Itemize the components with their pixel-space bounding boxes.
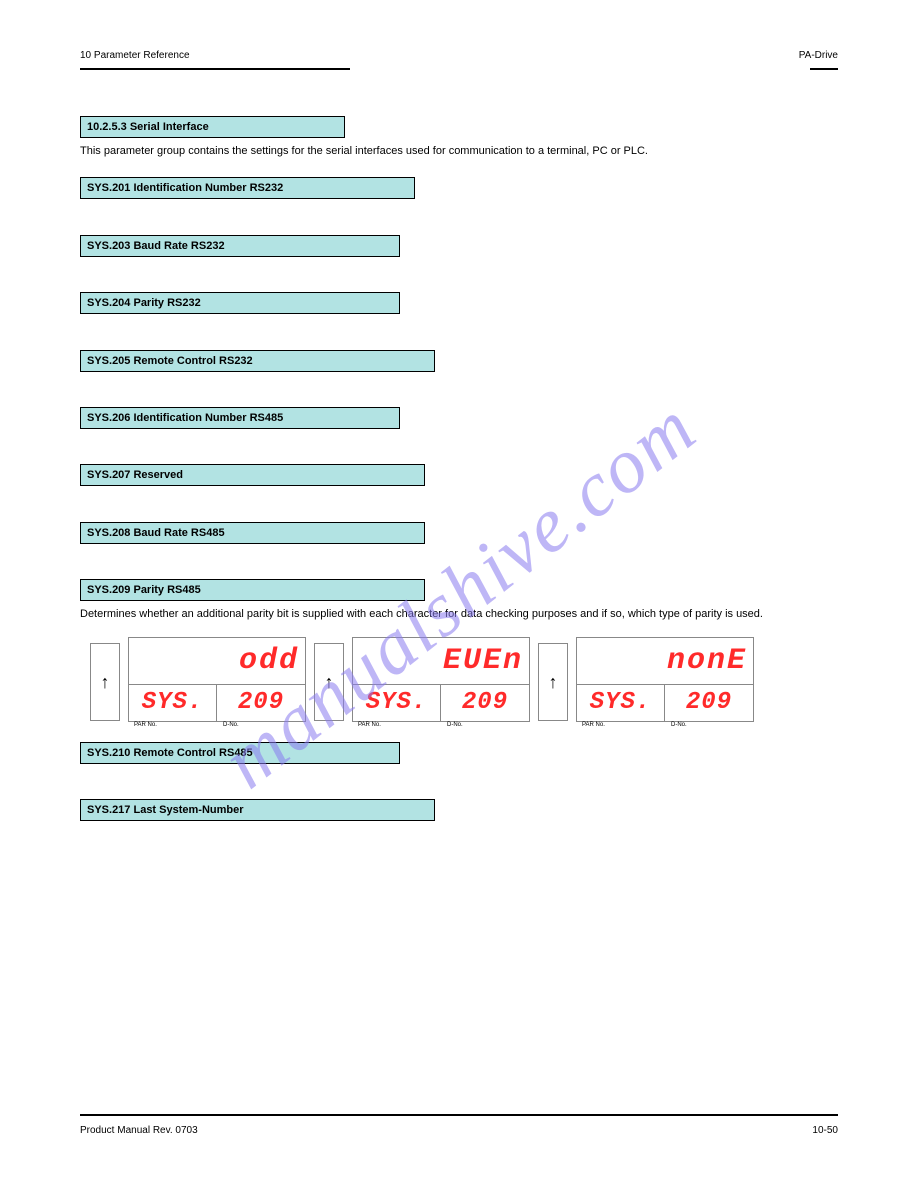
section-1: SYS.201 Identification Number RS232 (80, 177, 838, 220)
page: 10 Parameter Reference PA-Drive manualsh… (0, 0, 918, 1188)
heading-6: SYS.207 Reserved (80, 464, 425, 486)
heading-7: SYS.208 Baud Rate RS485 (80, 522, 425, 544)
display-2-top: nonE (667, 644, 747, 678)
section-7: SYS.208 Baud Rate RS485 (80, 522, 838, 565)
display-0-right: 209 (238, 689, 284, 716)
section-0: 10.2.5.3 Serial Interface This parameter… (80, 116, 838, 159)
up-arrow-1: ↑ (314, 643, 344, 721)
heading-10: SYS.210 Remote Control RS485 (80, 742, 400, 764)
heading-0: 10.2.5.3 Serial Interface (80, 116, 345, 138)
display-1-right: 209 (462, 689, 508, 716)
heading-3: SYS.204 Parity RS232 (80, 292, 400, 314)
content: 10.2.5.3 Serial Interface This parameter… (80, 116, 838, 821)
section-3: SYS.204 Parity RS232 (80, 292, 838, 335)
heading-11: SYS.217 Last System-Number (80, 799, 435, 821)
heading-2: SYS.203 Baud Rate RS232 (80, 235, 400, 257)
top-divider-left (80, 68, 350, 70)
display-0: odd SYS. 209 PAR No. D-No. (128, 637, 306, 728)
display-1-left: SYS. (366, 689, 428, 716)
section-6: SYS.207 Reserved (80, 464, 838, 507)
display-2-left: SYS. (590, 689, 652, 716)
sublabel-dno-0: D-No. (217, 722, 306, 728)
heading-8: SYS.209 Parity RS485 (80, 579, 425, 601)
display-0-sublabels: PAR No. D-No. (128, 722, 306, 728)
bottom-divider (80, 1114, 838, 1116)
heading-4: SYS.205 Remote Control RS232 (80, 350, 435, 372)
display-1-sublabels: PAR No. D-No. (352, 722, 530, 728)
spacer-5 (80, 435, 838, 450)
top-divider-right (810, 68, 838, 70)
footer-left: Product Manual Rev. 0703 (80, 1125, 198, 1136)
section-11: SYS.217 Last System-Number (80, 799, 838, 821)
spacer-7 (80, 550, 838, 565)
spacer-2 (80, 263, 838, 278)
header-right: PA-Drive (799, 50, 838, 61)
up-arrow-0: ↑ (90, 643, 120, 721)
sublabel-dno-2: D-No. (665, 722, 754, 728)
heading-5: SYS.206 Identification Number RS485 (80, 407, 400, 429)
spacer-3 (80, 320, 838, 335)
display-1: EUEn SYS. 209 PAR No. D-No. (352, 637, 530, 728)
spacer-10 (80, 770, 838, 785)
section-10: SYS.210 Remote Control RS485 (80, 742, 838, 785)
sublabel-parno-1: PAR No. (352, 722, 441, 728)
footer-right: 10-50 (812, 1125, 838, 1136)
section-4: SYS.205 Remote Control RS232 (80, 350, 838, 393)
display-2-right: 209 (686, 689, 732, 716)
sublabel-parno-2: PAR No. (576, 722, 665, 728)
section-5: SYS.206 Identification Number RS485 (80, 407, 838, 450)
desc-8: Determines whether an additional parity … (80, 607, 838, 622)
header-left: 10 Parameter Reference (80, 50, 190, 61)
display-2-sublabels: PAR No. D-No. (576, 722, 754, 728)
spacer-4 (80, 378, 838, 393)
spacer-6 (80, 492, 838, 507)
up-arrow-2: ↑ (538, 643, 568, 721)
desc-0: This parameter group contains the settin… (80, 144, 838, 159)
section-8: SYS.209 Parity RS485 Determines whether … (80, 579, 838, 622)
section-2: SYS.203 Baud Rate RS232 (80, 235, 838, 278)
spacer-1 (80, 205, 838, 220)
heading-1: SYS.201 Identification Number RS232 (80, 177, 415, 199)
display-0-top: odd (239, 644, 299, 678)
display-1-top: EUEn (443, 644, 523, 678)
sublabel-parno-0: PAR No. (128, 722, 217, 728)
display-2: nonE SYS. 209 PAR No. D-No. (576, 637, 754, 728)
sublabel-dno-1: D-No. (441, 722, 530, 728)
display-0-left: SYS. (142, 689, 204, 716)
displays-row: ↑ odd SYS. 209 PAR No. D-N (90, 637, 838, 728)
